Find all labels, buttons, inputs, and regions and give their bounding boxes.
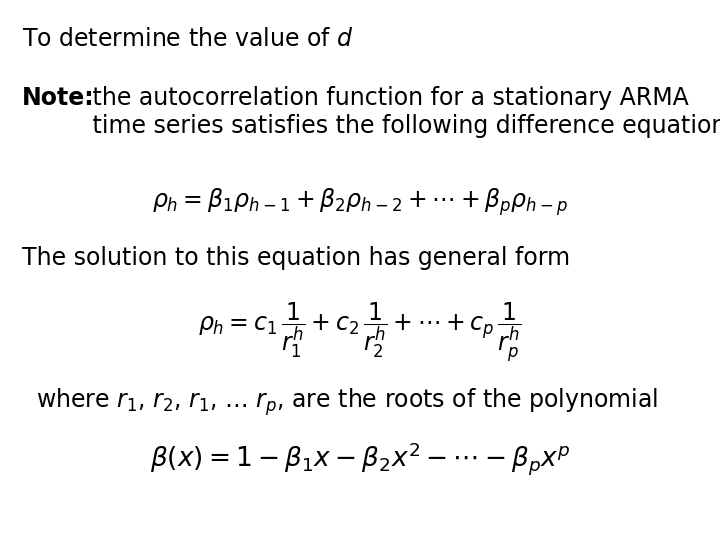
Text: Note:: Note: [22,86,94,110]
Text: where $r_1$, $r_2$, $r_1$, $\ldots$ $r_p$, are the roots of the polynomial: where $r_1$, $r_2$, $r_1$, $\ldots$ $r_p… [36,386,658,418]
Text: $\rho_h = c_1\,\dfrac{1}{r_1^h} + c_2\,\dfrac{1}{r_2^h} + \cdots + c_p\,\dfrac{1: $\rho_h = c_1\,\dfrac{1}{r_1^h} + c_2\,\… [198,300,522,363]
Text: The solution to this equation has general form: The solution to this equation has genera… [22,246,570,269]
Text: $\beta(x) = 1 - \beta_1 x - \beta_2 x^2 - \cdots - \beta_p x^p$: $\beta(x) = 1 - \beta_1 x - \beta_2 x^2 … [150,440,570,477]
Text: To determine the value of $d$: To determine the value of $d$ [22,27,354,51]
Text: $\rho_h = \beta_1\rho_{h-1} + \beta_2\rho_{h-2} + \cdots + \beta_p\rho_{h-p}$: $\rho_h = \beta_1\rho_{h-1} + \beta_2\rh… [152,186,568,218]
Text: the autocorrelation function for a stationary ARMA
 time series satisfies the fo: the autocorrelation function for a stati… [85,86,720,138]
